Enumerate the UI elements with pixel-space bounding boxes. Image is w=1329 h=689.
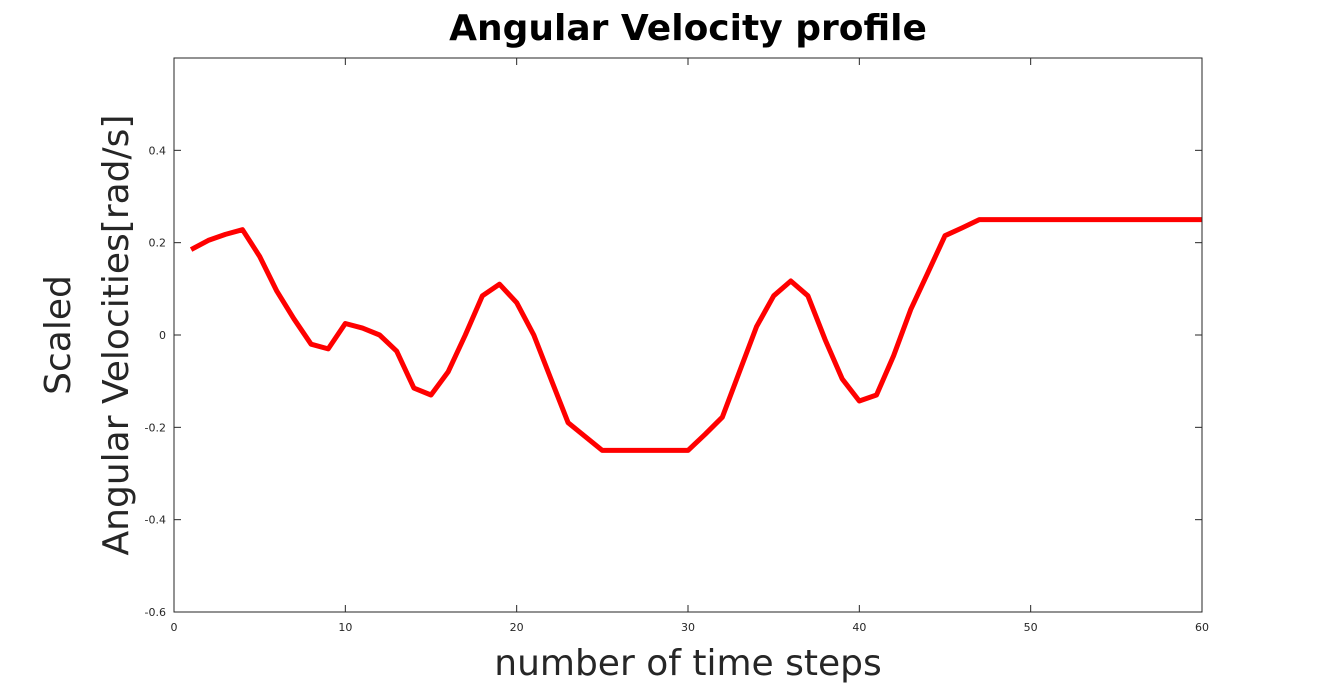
x-tick-label: 50 [1024, 621, 1038, 634]
x-tick-label: 10 [338, 621, 352, 634]
x-tick-label: 30 [681, 621, 695, 634]
x-axis-label: number of time steps [494, 643, 882, 684]
y-tick-label: -0.6 [145, 606, 166, 619]
series-layer [189, 217, 1202, 453]
y-axis-label-line-2: Angular Velocities[rad/s] [96, 115, 137, 556]
y-tick-label: 0.2 [149, 237, 167, 250]
x-tick-label: 60 [1195, 621, 1209, 634]
plot-area [174, 58, 1202, 612]
series-line-1 [189, 217, 1202, 453]
y-axis-label: Scaled Angular Velocities[rad/s] [38, 115, 137, 556]
y-tick-label: -0.2 [145, 421, 166, 434]
y-tick-label: -0.4 [145, 514, 166, 527]
x-axis-ticks: 0 10 20 30 40 50 60 [171, 58, 1209, 634]
plot-frame [173, 57, 1203, 613]
x-tick-label: 40 [852, 621, 866, 634]
x-tick-label: 20 [510, 621, 524, 634]
y-axis-ticks: -0.6 -0.4 -0.2 0 0.2 0.4 [145, 144, 1202, 619]
chart-title: Angular Velocity profile [449, 8, 927, 49]
y-tick-label: 0 [159, 329, 166, 342]
y-tick-label: 0.4 [149, 144, 167, 157]
x-tick-label: 0 [171, 621, 178, 634]
y-axis-label-line-1: Scaled [38, 275, 79, 395]
